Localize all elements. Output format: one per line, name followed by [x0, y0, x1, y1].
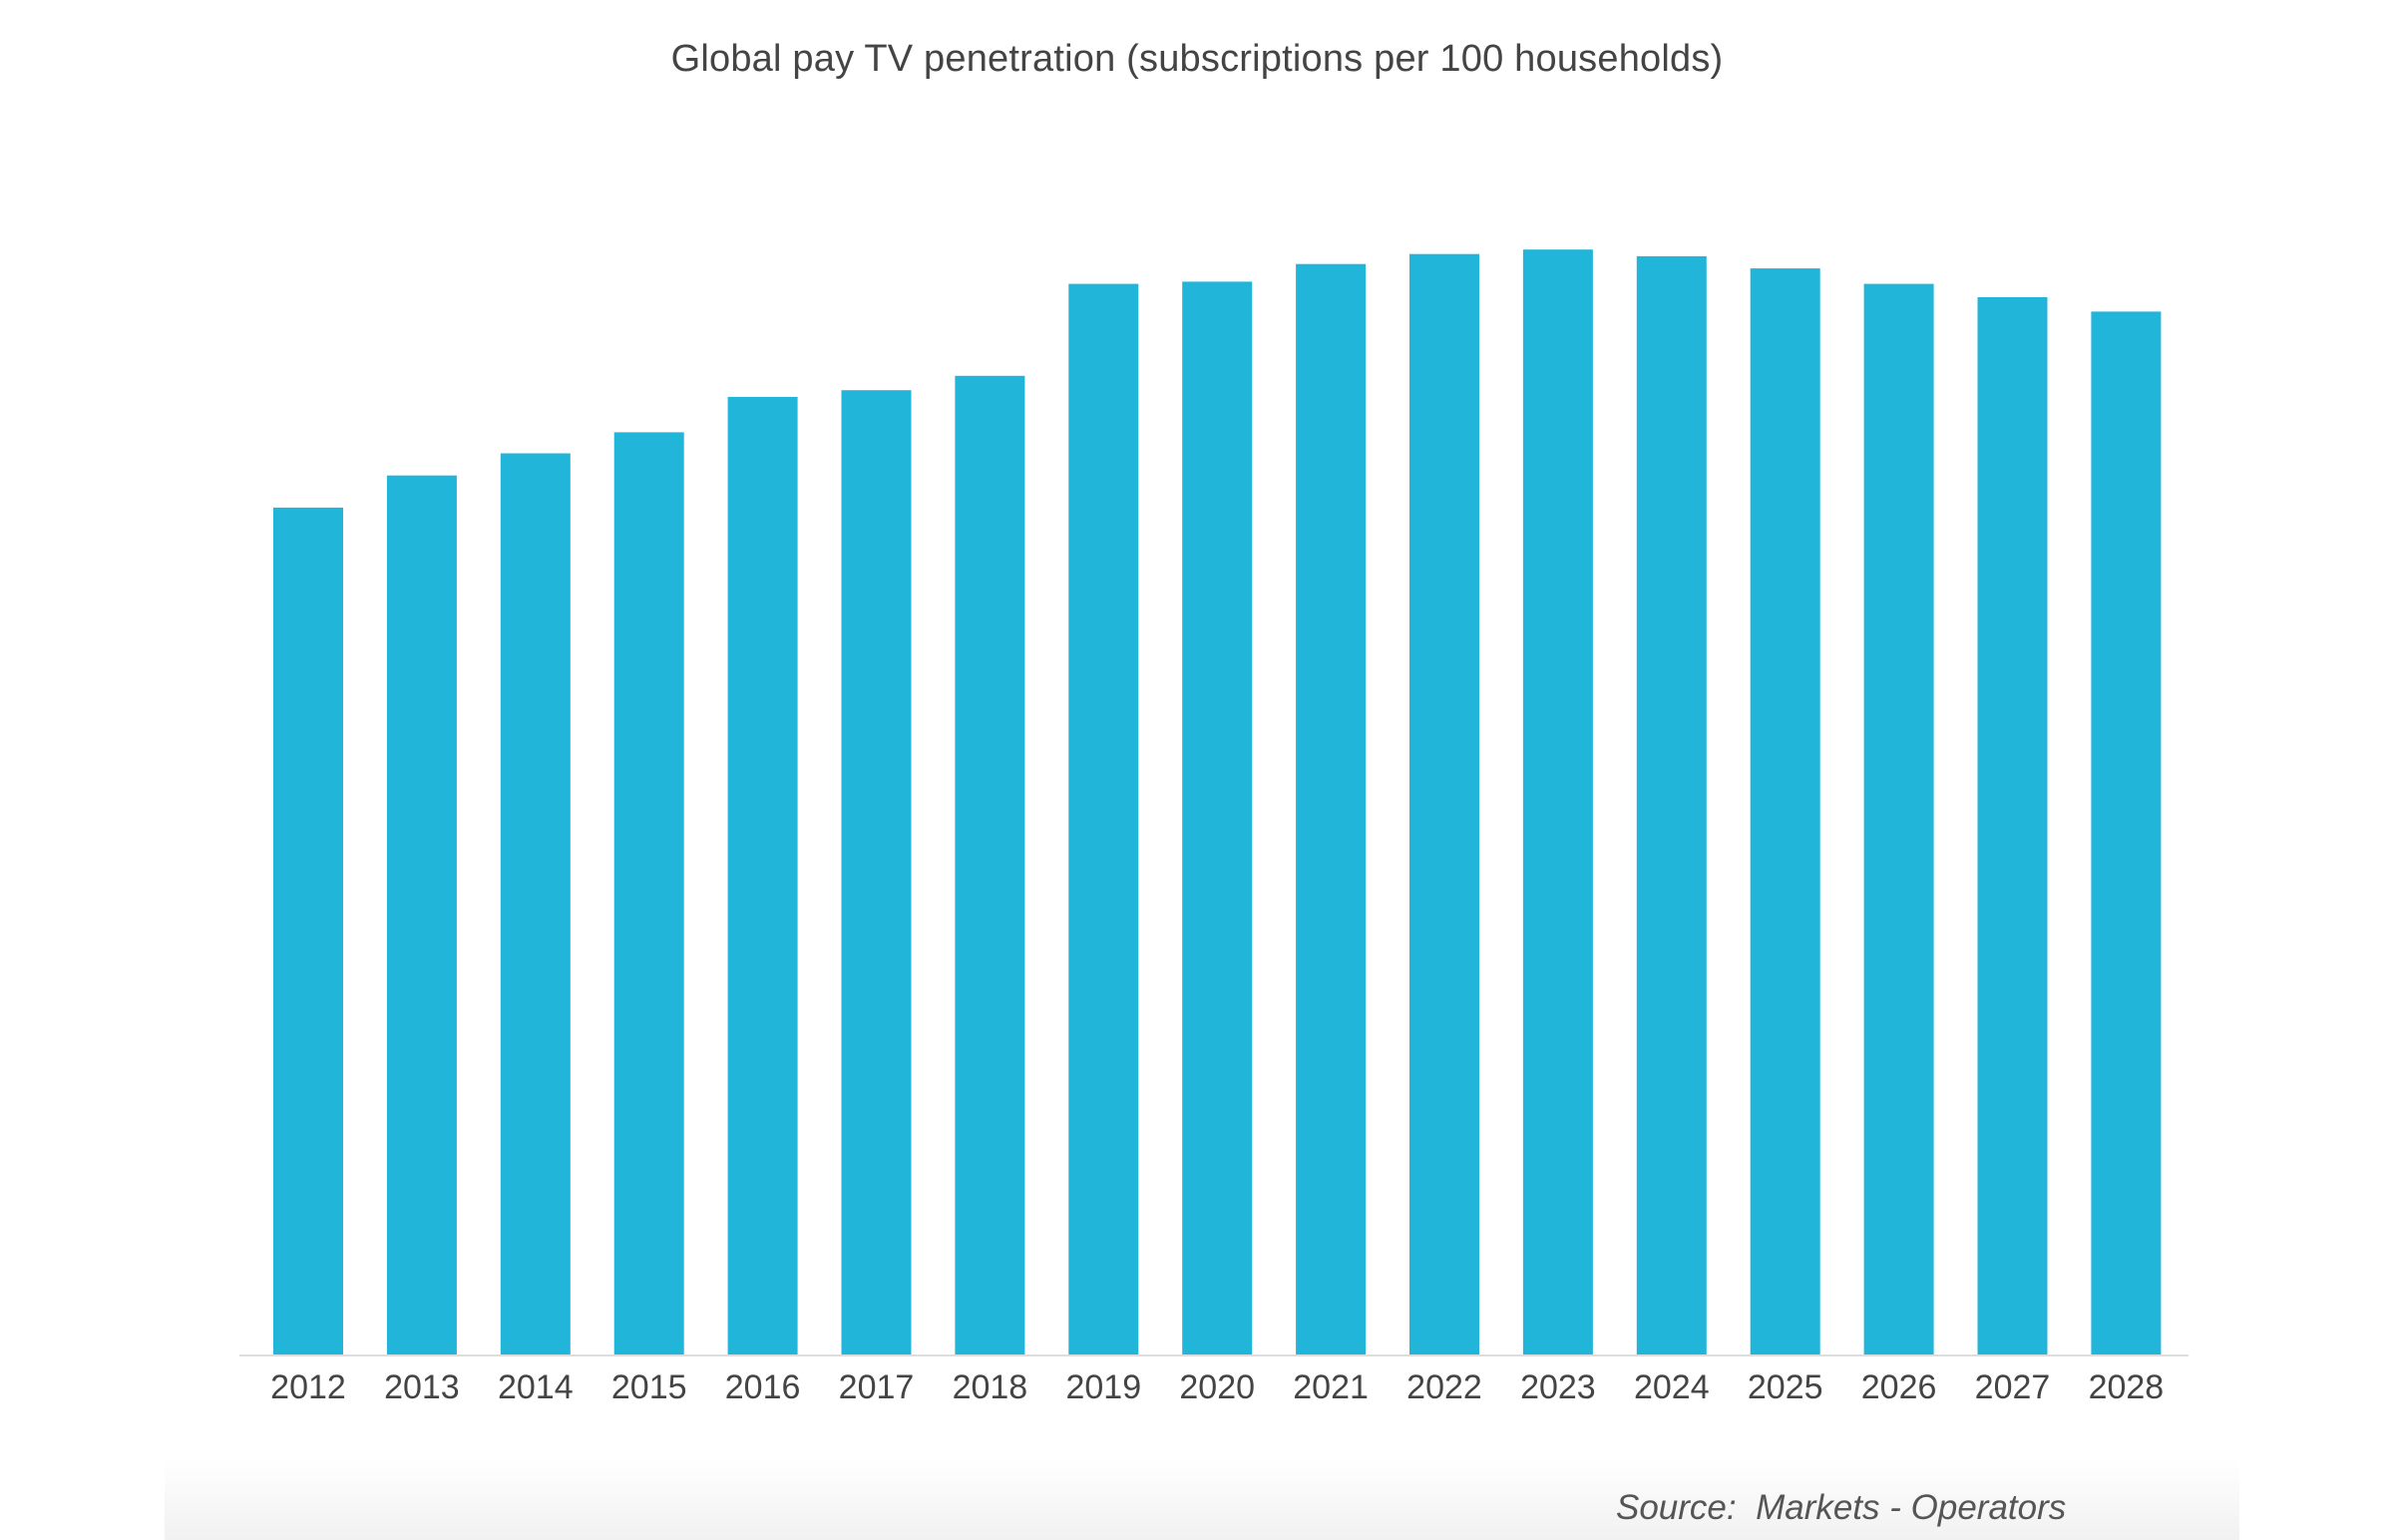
x-tick-labels: 2012 2013 2014 2015 2016 2017 2018 2019 2020 2021… [270, 1368, 2164, 1406]
bar-2017 [841, 390, 912, 1354]
x-tick-label: 2027 [1975, 1368, 2051, 1406]
x-tick-label: 2026 [1861, 1368, 1937, 1406]
bar-2013 [386, 475, 457, 1354]
x-tick-label: 2018 [953, 1368, 1028, 1406]
x-tick-label: 2021 [1293, 1368, 1369, 1406]
x-tick-label: 2023 [1520, 1368, 1596, 1406]
x-tick-label: 2019 [1065, 1368, 1141, 1406]
bar-2016 [727, 396, 798, 1354]
bars-layer [273, 249, 2162, 1355]
bar-2028 [2091, 311, 2162, 1354]
bar-2025 [1750, 268, 1820, 1355]
bar-2021 [1296, 263, 1367, 1355]
bar-2018 [955, 375, 1025, 1354]
x-tick-label: 2024 [1634, 1368, 1710, 1406]
bar-2027 [1977, 297, 2048, 1354]
x-tick-label: 2016 [725, 1368, 801, 1406]
source-note: Source: Markets - Operators [1616, 1488, 2067, 1527]
x-tick-label: 2013 [384, 1368, 460, 1406]
x-tick-label: 2025 [1748, 1368, 1823, 1406]
bar-2022 [1409, 253, 1479, 1355]
bar-2015 [613, 432, 684, 1354]
x-tick-label: 2017 [839, 1368, 915, 1406]
x-tick-label: 2014 [498, 1368, 574, 1406]
bar-2026 [1863, 283, 1934, 1355]
bar-2020 [1182, 281, 1253, 1354]
bar-2014 [500, 453, 571, 1354]
x-tick-label: 2028 [2089, 1368, 2165, 1406]
x-tick-label: 2012 [270, 1368, 346, 1406]
x-tick-label: 2020 [1179, 1368, 1255, 1406]
bar-2012 [273, 507, 343, 1354]
chart-title: Global pay TV penetration (subscriptions… [670, 38, 1724, 80]
x-tick-label: 2022 [1406, 1368, 1482, 1406]
x-tick-label: 2015 [611, 1368, 687, 1406]
bar-2023 [1522, 249, 1593, 1355]
bar-2024 [1636, 255, 1707, 1354]
source-band [165, 1458, 2239, 1540]
bar-2019 [1068, 283, 1139, 1355]
